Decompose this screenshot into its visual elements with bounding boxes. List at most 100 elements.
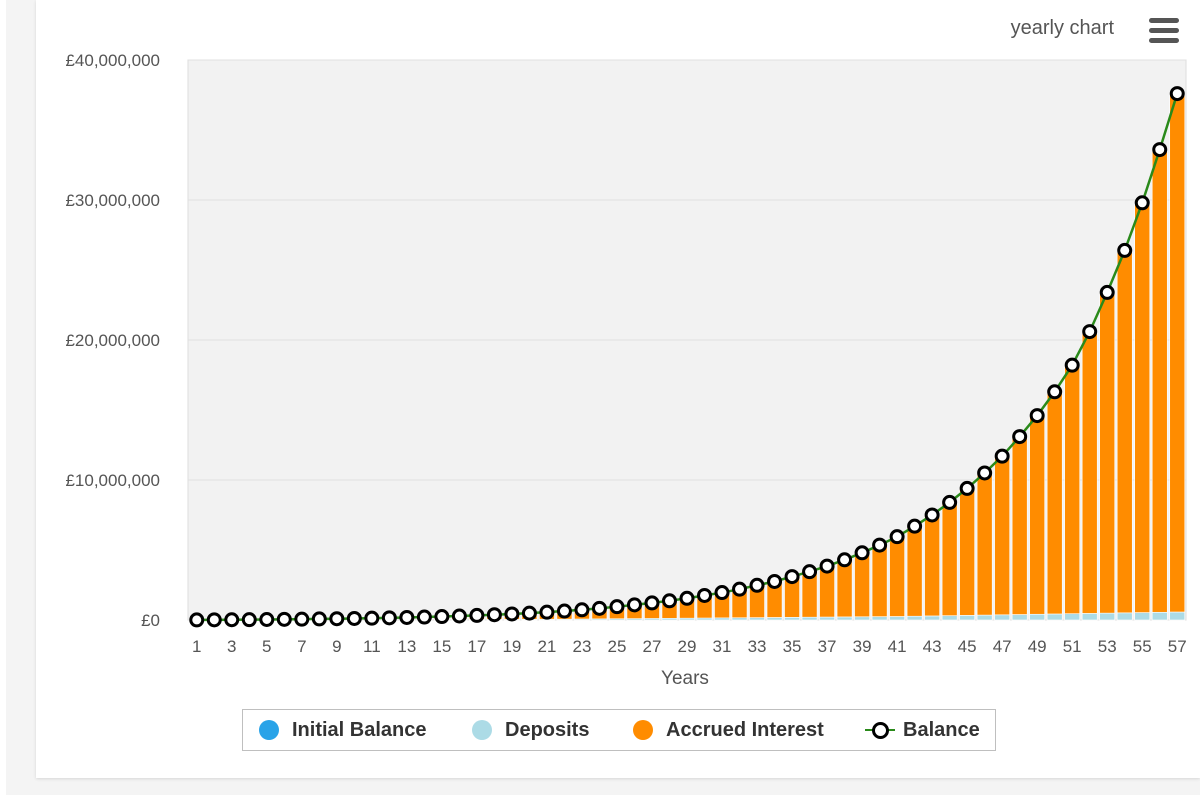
balance-point[interactable] xyxy=(574,602,590,618)
bar-deposits xyxy=(994,614,1010,621)
legend-dot-icon xyxy=(259,720,279,740)
left-edge xyxy=(0,0,6,795)
balance-point[interactable] xyxy=(819,558,835,574)
balance-point[interactable] xyxy=(346,610,362,626)
x-tick-label: 45 xyxy=(958,637,977,656)
balance-point[interactable] xyxy=(451,608,467,624)
bar-deposits xyxy=(1046,613,1063,621)
x-tick-label: 51 xyxy=(1063,637,1082,656)
bar-accrued-interest xyxy=(1011,436,1028,615)
balance-point[interactable] xyxy=(399,609,415,625)
balance-point[interactable] xyxy=(977,465,993,481)
balance-point[interactable] xyxy=(539,604,555,620)
balance-point[interactable] xyxy=(1064,357,1080,373)
balance-point[interactable] xyxy=(311,611,327,627)
balance-point[interactable] xyxy=(1082,324,1098,340)
bar-deposits xyxy=(871,616,888,621)
bar-deposits xyxy=(906,615,923,621)
balance-point[interactable] xyxy=(276,611,292,627)
balance-point[interactable] xyxy=(591,600,607,616)
balance-point[interactable] xyxy=(889,529,905,545)
balance-point[interactable] xyxy=(364,610,380,626)
bar-deposits xyxy=(1081,613,1098,621)
y-axis-tick-labels: £0 £10,000,000 £20,000,000 £30,000,000 £40,0… xyxy=(65,51,160,630)
bar-deposits xyxy=(766,617,783,621)
balance-point[interactable] xyxy=(749,577,765,593)
balance-point[interactable] xyxy=(1029,408,1045,424)
balance-point[interactable] xyxy=(1134,195,1150,211)
legend-dot-icon xyxy=(472,720,492,740)
balance-point[interactable] xyxy=(416,609,432,625)
balance-point[interactable] xyxy=(854,545,870,561)
balance-point[interactable] xyxy=(521,605,537,621)
balance-point[interactable] xyxy=(1152,142,1168,158)
legend-item-deposits[interactable]: Deposits xyxy=(472,710,589,750)
legend-label: Accrued Interest xyxy=(666,718,824,741)
bar-deposits xyxy=(854,616,870,621)
bar-deposits xyxy=(889,616,905,621)
balance-point[interactable] xyxy=(381,610,397,626)
bar-accrued-interest xyxy=(836,559,853,618)
x-tick-label: 29 xyxy=(678,637,697,656)
legend-item-balance[interactable]: Balance xyxy=(865,710,980,750)
bar-deposits xyxy=(801,616,818,621)
balance-point[interactable] xyxy=(434,609,450,625)
legend-item-initial-balance[interactable]: Initial Balance xyxy=(259,710,427,750)
balance-point[interactable] xyxy=(714,585,730,601)
legend-line-marker-icon xyxy=(865,720,895,740)
bar-accrued-interest xyxy=(994,455,1010,616)
balance-point[interactable] xyxy=(1099,284,1115,300)
balance-point[interactable] xyxy=(784,569,800,585)
balance-point[interactable] xyxy=(732,581,748,597)
x-tick-label: 3 xyxy=(227,637,236,656)
balance-point[interactable] xyxy=(189,612,205,628)
x-tick-label: 35 xyxy=(783,637,802,656)
balance-point[interactable] xyxy=(679,590,695,606)
balance-point[interactable] xyxy=(259,611,275,627)
balance-point[interactable] xyxy=(206,612,222,628)
balance-point[interactable] xyxy=(661,593,677,609)
x-tick-label: 49 xyxy=(1028,637,1047,656)
balance-point[interactable] xyxy=(942,494,958,510)
balance-point[interactable] xyxy=(994,448,1010,464)
x-axis-tick-labels: 1 3 5 7 9 11 13 15 17 19 21 23 25 27 29 31 33 35 37 39 41 43 4… xyxy=(192,637,1187,656)
balance-point[interactable] xyxy=(802,564,818,580)
x-tick-label: 37 xyxy=(818,637,837,656)
balance-point[interactable] xyxy=(504,606,520,622)
balance-point[interactable] xyxy=(697,587,713,603)
balance-point[interactable] xyxy=(1169,86,1185,102)
y-tick-label: £30,000,000 xyxy=(65,191,160,210)
bar-deposits xyxy=(819,616,835,621)
balance-point[interactable] xyxy=(924,507,940,523)
balance-point[interactable] xyxy=(486,607,502,623)
balance-point[interactable] xyxy=(837,552,853,568)
balance-point[interactable] xyxy=(1047,384,1063,400)
bar-accrued-interest xyxy=(924,514,940,617)
balance-point[interactable] xyxy=(1117,242,1133,258)
legend-label: Initial Balance xyxy=(292,718,427,741)
balance-point[interactable] xyxy=(907,518,923,534)
bar-accrued-interest xyxy=(959,488,975,616)
balance-point[interactable] xyxy=(224,612,240,628)
balance-point[interactable] xyxy=(556,603,572,619)
x-tick-label: 53 xyxy=(1098,637,1117,656)
bar-accrued-interest xyxy=(1046,391,1063,615)
bar-deposits xyxy=(1064,613,1081,621)
balance-point[interactable] xyxy=(294,611,310,627)
balance-point[interactable] xyxy=(644,595,660,611)
balance-point[interactable] xyxy=(609,599,625,615)
balance-point[interactable] xyxy=(626,597,642,613)
hamburger-menu-icon[interactable] xyxy=(1146,16,1182,46)
balance-point[interactable] xyxy=(329,611,345,627)
bar-accrued-interest xyxy=(976,472,993,616)
bar-accrued-interest xyxy=(1134,202,1151,613)
balance-point[interactable] xyxy=(872,537,888,553)
balance-point[interactable] xyxy=(241,612,257,628)
balance-point[interactable] xyxy=(767,573,783,589)
y-tick-label: £10,000,000 xyxy=(65,471,160,490)
legend-item-accrued-interest[interactable]: Accrued Interest xyxy=(633,710,824,750)
balance-point[interactable] xyxy=(959,480,975,496)
x-tick-label: 27 xyxy=(643,637,662,656)
balance-point[interactable] xyxy=(469,607,485,623)
balance-point[interactable] xyxy=(1012,429,1028,445)
